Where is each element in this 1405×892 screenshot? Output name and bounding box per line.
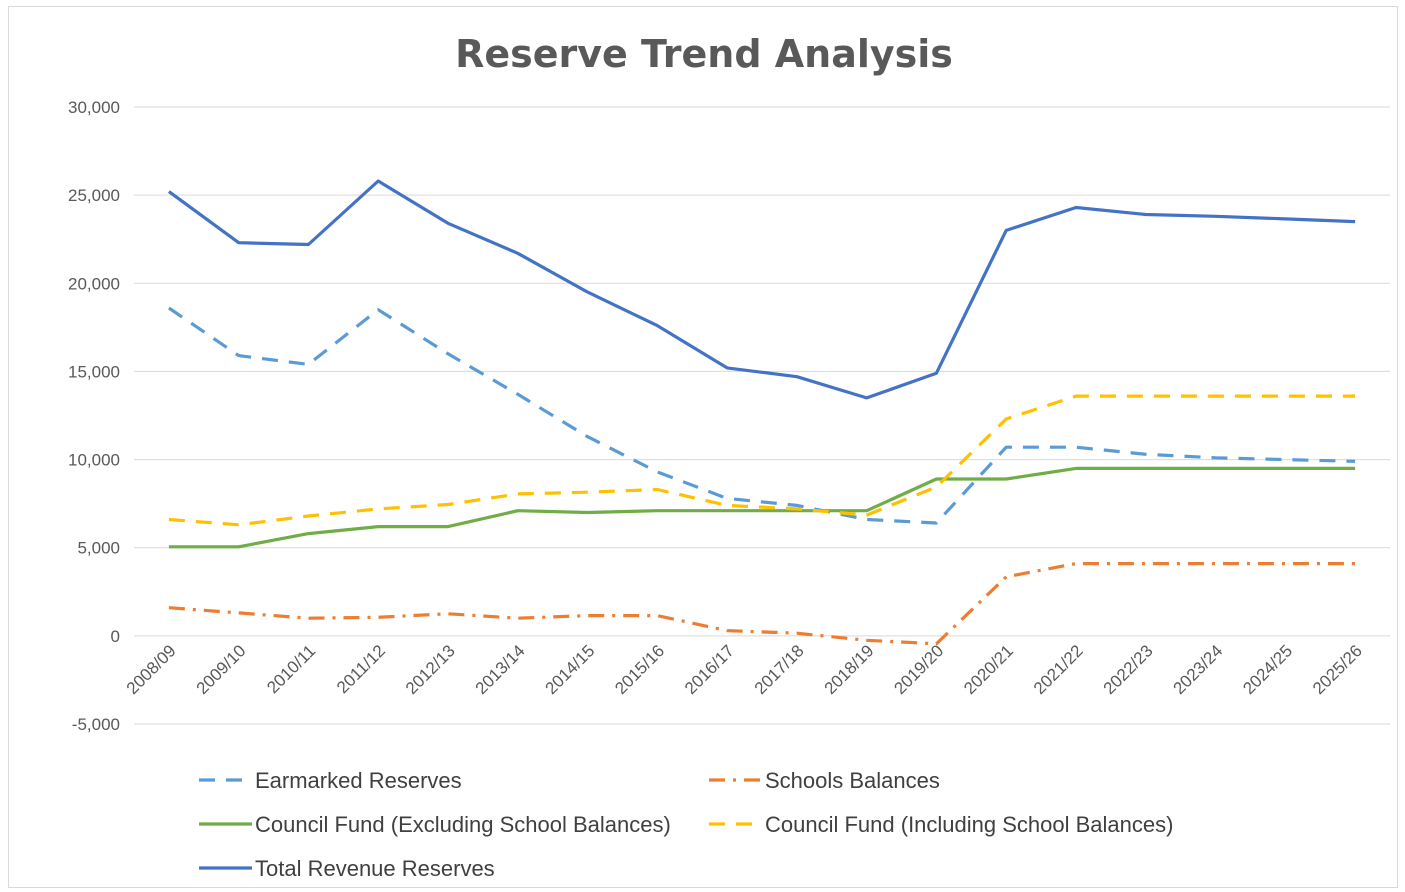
series-line: [167, 306, 1356, 525]
x-axis-ticks: 2008/09 2009/10 2010/11 2011/12 2012/13 2013/…: [123, 641, 1366, 698]
x-tick-label: 2009/10: [193, 641, 250, 698]
series-lines: [167, 179, 1356, 646]
y-tick-label: 30,000: [68, 98, 120, 117]
x-tick-label: 2012/13: [402, 641, 459, 698]
x-tick-label: 2020/21: [960, 641, 1017, 698]
y-tick-label: 5,000: [77, 539, 120, 558]
x-tick-label: 2011/12: [333, 641, 389, 697]
series-line: [168, 466, 1356, 549]
y-tick-label: 0: [111, 627, 120, 646]
x-tick-label: 2008/09: [123, 641, 180, 698]
legend-label: Total Revenue Reserves: [255, 856, 495, 881]
y-tick-label: 20,000: [68, 274, 120, 293]
x-tick-label: 2016/17: [681, 641, 738, 698]
x-tick-label: 2021/22: [1030, 641, 1087, 698]
y-tick-label: 25,000: [68, 186, 120, 205]
y-tick-label: 15,000: [68, 362, 120, 381]
legend-label: Council Fund (Including School Balances): [765, 812, 1173, 837]
x-tick-label: 2018/19: [821, 641, 878, 698]
x-tick-label: 2017/18: [751, 641, 808, 698]
x-tick-label: 2025/26: [1309, 641, 1366, 698]
x-tick-label: 2023/24: [1169, 641, 1226, 698]
chart-frame: Reserve Trend Analysis -5,000 0 5,000 10,00…: [8, 6, 1398, 888]
y-tick-label: -5,000: [72, 715, 120, 734]
legend-label: Council Fund (Excluding School Balances): [255, 812, 671, 837]
x-tick-label: 2022/23: [1100, 641, 1157, 698]
x-tick-label: 2013/14: [472, 641, 529, 698]
chart-title: Reserve Trend Analysis: [455, 32, 953, 76]
legend-label: Earmarked Reserves: [255, 768, 462, 793]
series-line: [167, 179, 1356, 400]
series-line: [168, 561, 1356, 646]
y-tick-label: 10,000: [68, 451, 120, 470]
x-tick-label: 2014/15: [541, 641, 598, 698]
x-tick-label: 2024/25: [1239, 641, 1296, 698]
legend-label: Schools Balances: [765, 768, 940, 793]
y-axis-ticks: -5,000 0 5,000 10,000 15,000 20,000 25,000 30,0…: [68, 98, 120, 734]
x-tick-label: 2019/20: [890, 641, 947, 698]
x-tick-label: 2010/11: [263, 641, 319, 697]
x-tick-label: 2015/16: [611, 641, 668, 698]
series-line: [168, 394, 1356, 527]
legend: Earmarked Reserves Schools Balances Counci…: [199, 768, 1173, 881]
reserve-trend-chart: Reserve Trend Analysis -5,000 0 5,000 10,00…: [68, 32, 1390, 881]
